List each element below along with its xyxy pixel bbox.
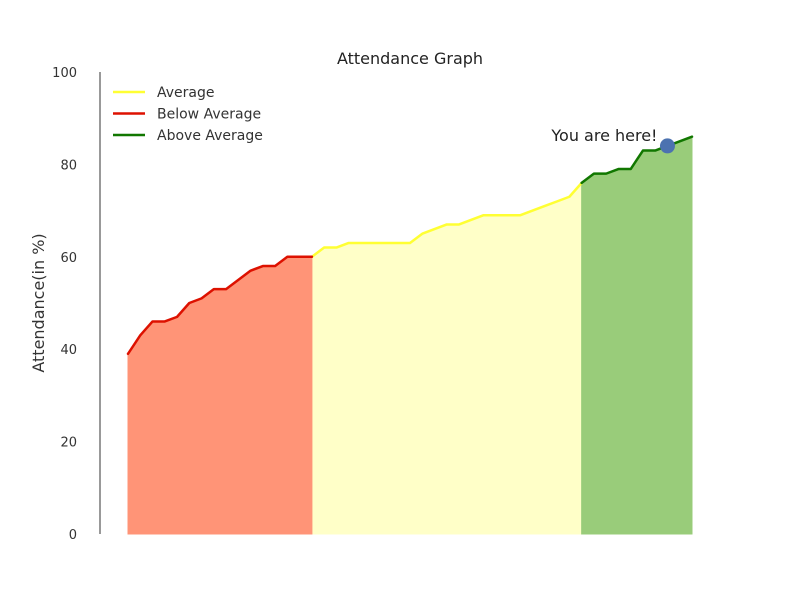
series-line-average <box>310 181 583 259</box>
y-tick-label-40: 40 <box>60 343 77 358</box>
legend-label-average: Average <box>157 85 215 101</box>
you-are-here-label: You are here! <box>550 126 657 145</box>
area-fills <box>127 135 693 535</box>
area-fill-below-average <box>127 256 313 535</box>
y-axis-label: Attendance(in %) <box>29 233 48 372</box>
you-are-here-marker <box>659 138 675 154</box>
y-tick-label-60: 60 <box>60 251 77 266</box>
y-tick-label-100: 100 <box>52 66 77 81</box>
y-tick-label-20: 20 <box>60 436 77 451</box>
y-tick-label-80: 80 <box>60 158 77 173</box>
series-line-below-average <box>126 255 314 356</box>
y-tick-label-0: 0 <box>69 528 77 543</box>
y-tick-labels: 0 20 40 60 80 100 <box>52 66 77 543</box>
area-fill-average <box>311 181 583 535</box>
chart-title: Attendance Graph <box>337 49 483 68</box>
legend: Average Below Average Above Average <box>113 85 263 144</box>
area-fill-above-average <box>581 135 693 535</box>
legend-label-below-average: Below Average <box>157 107 261 123</box>
annotation: You are here! <box>550 126 675 154</box>
legend-label-above-average: Above Average <box>157 128 263 144</box>
